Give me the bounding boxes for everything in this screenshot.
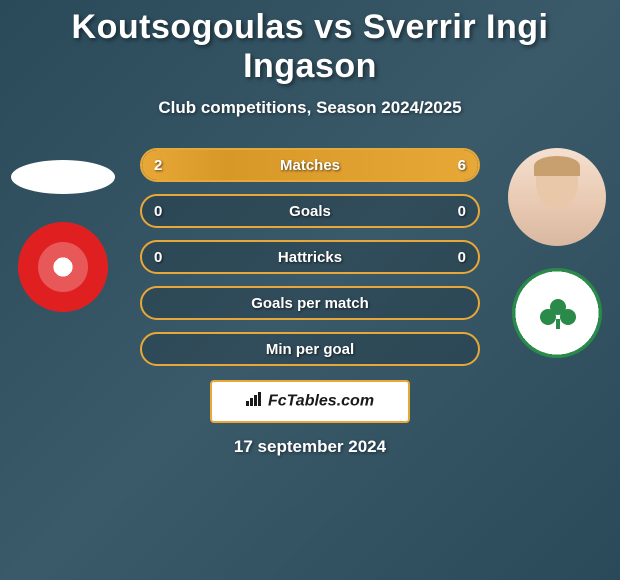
stat-row-min-per-goal: Min per goal xyxy=(140,332,480,366)
stat-value-left: 0 xyxy=(154,249,162,266)
stat-value-right: 0 xyxy=(458,249,466,266)
bars-icon xyxy=(246,392,264,411)
stat-value-left: 0 xyxy=(154,203,162,220)
stats-area: 2 Matches 6 0 Goals 0 0 Hattricks 0 Goal… xyxy=(0,148,620,457)
player-left-column xyxy=(8,148,118,312)
stat-label: Goals per match xyxy=(251,295,369,312)
stat-row-matches: 2 Matches 6 xyxy=(140,148,480,182)
player-right-column xyxy=(502,148,612,358)
stat-fill-right xyxy=(226,150,478,180)
stat-row-hattricks: 0 Hattricks 0 xyxy=(140,240,480,274)
page-subtitle: Club competitions, Season 2024/2025 xyxy=(0,98,620,118)
brand-attribution[interactable]: FcTables.com xyxy=(210,380,410,423)
stat-label: Matches xyxy=(280,157,340,174)
clover-icon xyxy=(543,299,573,329)
stat-value-right: 0 xyxy=(458,203,466,220)
stat-label: Goals xyxy=(289,203,331,220)
player-right-club-badge xyxy=(512,268,602,358)
stat-value-right: 6 xyxy=(458,157,466,174)
brand-text: FcTables.com xyxy=(268,393,374,410)
snapshot-date: 17 september 2024 xyxy=(0,437,620,457)
stat-label: Min per goal xyxy=(266,341,354,358)
page-title: Koutsogoulas vs Sverrir Ingi Ingason xyxy=(0,0,620,86)
player-right-avatar xyxy=(508,148,606,246)
stat-rows: 2 Matches 6 0 Goals 0 0 Hattricks 0 Goal… xyxy=(140,148,480,366)
stat-label: Hattricks xyxy=(278,249,342,266)
player-left-avatar-placeholder xyxy=(11,160,115,194)
player-left-club-badge xyxy=(18,222,108,312)
stat-value-left: 2 xyxy=(154,157,162,174)
stat-row-goals: 0 Goals 0 xyxy=(140,194,480,228)
stat-row-goals-per-match: Goals per match xyxy=(140,286,480,320)
